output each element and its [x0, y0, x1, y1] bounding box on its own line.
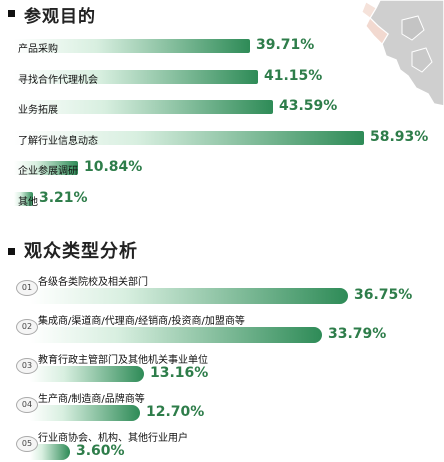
purpose-value: 10.84% — [84, 159, 143, 175]
audience-bar — [30, 405, 140, 421]
audience-number-badge: 02 — [16, 319, 38, 335]
audience-bar — [30, 327, 322, 343]
audience-number-badge: 05 — [16, 436, 38, 452]
audience-bar — [30, 444, 70, 460]
purpose-bar — [14, 130, 364, 145]
section1-title: 参观目的 — [24, 7, 96, 27]
purpose-label: 业务拓展 — [18, 105, 58, 116]
purpose-bar — [14, 191, 33, 206]
purpose-value: 41.15% — [264, 67, 323, 84]
purpose-bar — [14, 69, 258, 84]
purpose-value: 3.21% — [39, 189, 88, 206]
purpose-label: 其他 — [18, 196, 38, 208]
audience-value: 36.75% — [354, 287, 413, 303]
audience-value: 33.79% — [328, 326, 387, 342]
purpose-bar — [14, 100, 273, 114]
purpose-value: 43.59% — [279, 98, 338, 114]
square-bullet-icon — [8, 10, 15, 17]
audience-bar — [30, 366, 144, 382]
square-bullet-icon — [8, 248, 15, 255]
audience-value: 3.60% — [76, 443, 125, 459]
map-fragment-icon — [362, 0, 444, 107]
section2-title: 观众类型分析 — [24, 241, 138, 262]
audience-label: 各级各类院校及相关部门 — [38, 277, 148, 288]
purpose-value: 58.93% — [370, 128, 429, 145]
audience-number-badge: 01 — [16, 280, 38, 296]
audience-label: 教育行政主管部门及其他机关事业单位 — [38, 355, 208, 366]
purpose-label: 寻找合作代理机会 — [18, 74, 98, 86]
purpose-bar — [14, 161, 78, 175]
audience-number-badge: 03 — [16, 358, 38, 374]
audience-label: 行业商协会、机构、其他行业用户 — [38, 433, 188, 444]
audience-label: 生产商/制造商/品牌商等 — [38, 394, 145, 405]
purpose-label: 了解行业信息动态 — [18, 135, 98, 147]
purpose-value: 39.71% — [256, 37, 315, 53]
audience-value: 12.70% — [146, 404, 205, 420]
purpose-bar — [14, 39, 250, 53]
audience-bar — [30, 288, 348, 304]
purpose-label: 产品采购 — [18, 44, 58, 55]
audience-value: 13.16% — [150, 365, 209, 381]
audience-number-badge: 04 — [16, 397, 38, 413]
audience-label: 集成商/渠道商/代理商/经销商/投资商/加盟商等 — [38, 316, 245, 327]
purpose-label: 企业参展调研 — [18, 166, 78, 177]
